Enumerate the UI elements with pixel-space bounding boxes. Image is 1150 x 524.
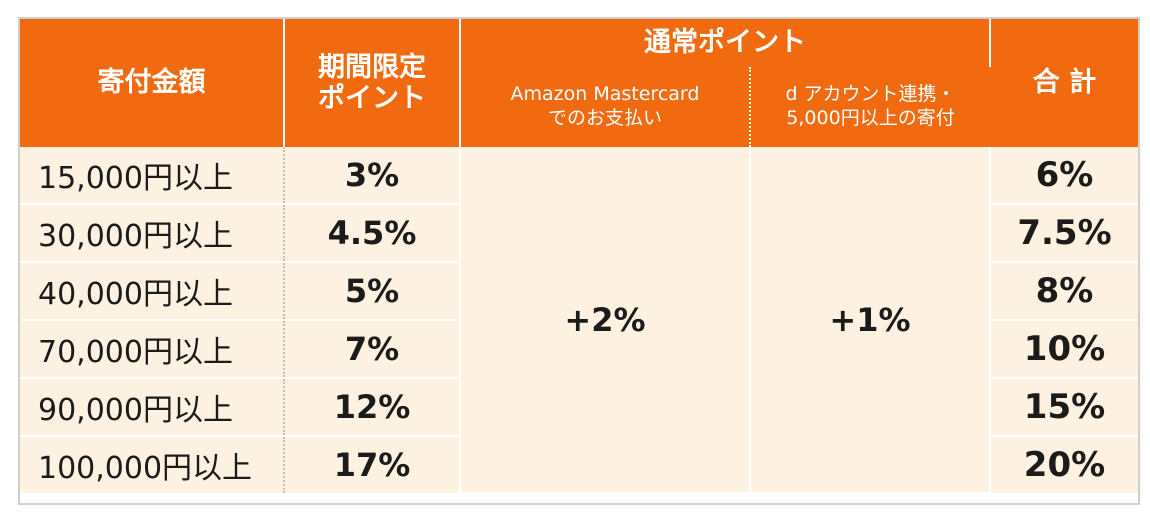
amount-cell: 15,000円以上 bbox=[20, 147, 285, 205]
total-cell: 20% bbox=[990, 436, 1138, 493]
table-row: 70,000円以上 7% 10% bbox=[20, 320, 1138, 379]
table-row: 30,000円以上 4.5% 7.5% bbox=[20, 204, 1138, 263]
total-cell: 15% bbox=[990, 378, 1138, 437]
table-row: 15,000円以上 3% +2% +1% 6% bbox=[20, 147, 1138, 494]
header-limited-line2: ポイント bbox=[318, 83, 426, 114]
amazon-bonus-cell: +2% bbox=[460, 147, 751, 494]
header-amazon-line2: でのお支払い bbox=[547, 107, 662, 129]
amount-cell: 30,000円以上 bbox=[20, 204, 285, 263]
header-total-label: 合 計 bbox=[1032, 67, 1097, 99]
daccount-bonus-cell: +1% bbox=[750, 147, 991, 494]
limited-points-cell: 5% bbox=[284, 262, 461, 321]
total-cell: 10% bbox=[990, 320, 1138, 379]
amount-cell: 70,000円以上 bbox=[20, 320, 285, 379]
header-d-account: d アカウント連携・ 5,000円以上の寄付 bbox=[750, 67, 990, 147]
header-daccount-line2: 5,000円以上の寄付 bbox=[786, 107, 955, 129]
header-amazon-mastercard: Amazon Mastercard でのお支払い bbox=[460, 67, 751, 147]
table-row: 100,000円以上 17% 20% bbox=[20, 436, 1138, 493]
header-daccount-line1: d アカウント連携・ bbox=[785, 83, 956, 106]
header-limited-points: 期間限定 ポイント bbox=[284, 19, 461, 147]
header-amount-label: 寄付金額 bbox=[97, 67, 206, 99]
limited-points-cell: 3% bbox=[284, 147, 461, 205]
amount-cell: 100,000円以上 bbox=[20, 436, 285, 493]
header-normal-points: 通常ポイント bbox=[460, 19, 991, 67]
header-amazon-line1: Amazon Mastercard bbox=[510, 83, 700, 106]
amount-cell: 90,000円以上 bbox=[20, 378, 285, 437]
header-amount: 寄付金額 bbox=[20, 19, 285, 147]
total-cell: 7.5% bbox=[990, 204, 1138, 263]
limited-points-cell: 17% bbox=[284, 436, 461, 493]
limited-points-cell: 7% bbox=[284, 320, 461, 379]
header-normal-label: 通常ポイント bbox=[644, 27, 806, 59]
total-cell: 6% bbox=[990, 147, 1138, 205]
header-total: 合 計 bbox=[990, 19, 1138, 147]
header-limited-line1: 期間限定 bbox=[318, 51, 426, 83]
table-row: 40,000円以上 5% 8% bbox=[20, 262, 1138, 321]
points-table: 寄付金額 期間限定 ポイント 通常ポイント 合 計 Amazon Masterca… bbox=[20, 19, 1138, 494]
limited-points-cell: 12% bbox=[284, 378, 461, 437]
amount-cell: 40,000円以上 bbox=[20, 262, 285, 321]
total-cell: 8% bbox=[990, 262, 1138, 321]
table-row: 90,000円以上 12% 15% bbox=[20, 378, 1138, 437]
limited-points-cell: 4.5% bbox=[284, 204, 461, 263]
